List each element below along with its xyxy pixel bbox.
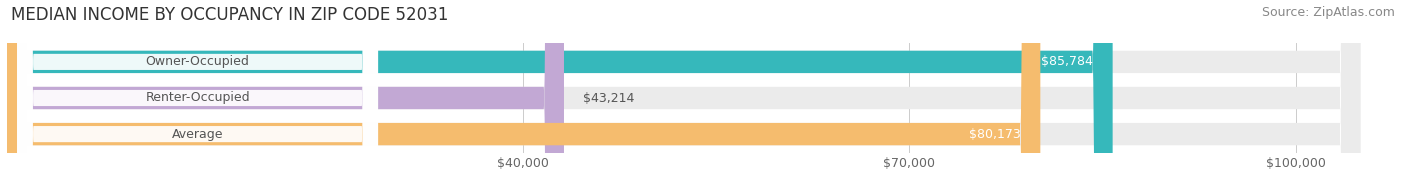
FancyBboxPatch shape	[7, 0, 564, 196]
FancyBboxPatch shape	[7, 0, 1112, 196]
FancyBboxPatch shape	[17, 0, 378, 196]
Text: Average: Average	[172, 128, 224, 141]
FancyBboxPatch shape	[7, 0, 1040, 196]
FancyBboxPatch shape	[7, 0, 1361, 196]
Text: Source: ZipAtlas.com: Source: ZipAtlas.com	[1261, 6, 1395, 19]
Text: Owner-Occupied: Owner-Occupied	[146, 55, 249, 68]
Text: $80,173: $80,173	[969, 128, 1021, 141]
FancyBboxPatch shape	[7, 0, 1361, 196]
FancyBboxPatch shape	[17, 0, 378, 196]
Text: MEDIAN INCOME BY OCCUPANCY IN ZIP CODE 52031: MEDIAN INCOME BY OCCUPANCY IN ZIP CODE 5…	[11, 6, 449, 24]
Text: $85,784: $85,784	[1042, 55, 1094, 68]
Text: Renter-Occupied: Renter-Occupied	[145, 92, 250, 104]
Text: $43,214: $43,214	[583, 92, 634, 104]
FancyBboxPatch shape	[7, 0, 1361, 196]
FancyBboxPatch shape	[17, 0, 378, 196]
